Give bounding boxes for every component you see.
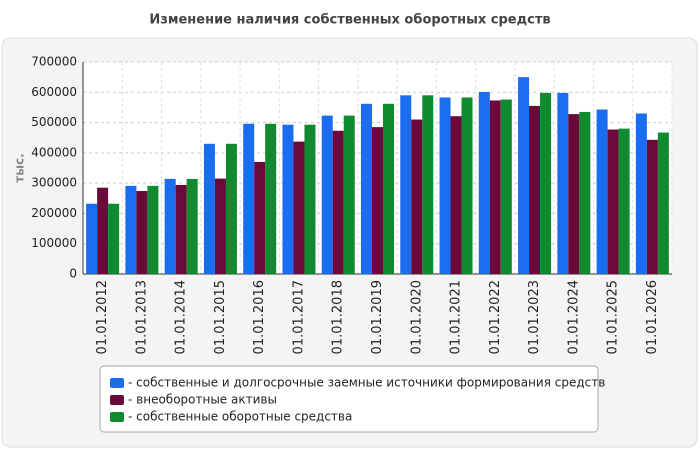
bar bbox=[203, 143, 215, 274]
bar bbox=[332, 130, 344, 274]
bar bbox=[254, 161, 266, 274]
bar bbox=[489, 100, 501, 274]
bar bbox=[265, 123, 277, 274]
bar bbox=[400, 95, 412, 274]
bar bbox=[86, 203, 98, 274]
bar bbox=[372, 127, 383, 274]
y-tick-label: 500000 bbox=[31, 115, 77, 129]
bar bbox=[596, 109, 608, 274]
bar bbox=[214, 178, 226, 274]
bar bbox=[529, 105, 541, 275]
x-tick-label: 01.01.2015 bbox=[213, 280, 228, 354]
bar bbox=[618, 128, 630, 274]
x-tick-label: 01.01.2024 bbox=[566, 280, 581, 354]
x-tick-label: 01.01.2025 bbox=[606, 280, 621, 354]
bar bbox=[97, 187, 109, 274]
bar bbox=[478, 91, 490, 275]
legend bbox=[99, 365, 599, 433]
legend-label: - внеоборотные активы bbox=[128, 393, 277, 407]
bar bbox=[361, 103, 372, 275]
y-tick-label: 700000 bbox=[31, 55, 77, 69]
x-tick-label: 01.01.2018 bbox=[331, 280, 346, 354]
bar bbox=[125, 185, 137, 274]
bar bbox=[293, 141, 305, 274]
y-tick-label: 300000 bbox=[31, 176, 77, 190]
x-tick-label: 01.01.2026 bbox=[645, 280, 660, 354]
x-tick-label: 01.01.2013 bbox=[134, 280, 149, 354]
x-tick-label: 01.01.2019 bbox=[370, 280, 385, 354]
bar bbox=[518, 77, 530, 275]
bar bbox=[439, 97, 451, 274]
bar bbox=[243, 123, 255, 274]
bar bbox=[383, 103, 394, 275]
x-tick-label: 01.01.2020 bbox=[409, 280, 424, 354]
bar bbox=[657, 132, 669, 274]
y-tick-label: 600000 bbox=[31, 85, 77, 99]
bar bbox=[282, 124, 294, 274]
bar bbox=[540, 92, 552, 275]
bar bbox=[321, 115, 333, 274]
bar bbox=[646, 139, 658, 274]
bar bbox=[304, 124, 316, 274]
x-tick-label: 01.01.2021 bbox=[449, 280, 464, 354]
bar bbox=[411, 119, 423, 275]
legend-swatch bbox=[110, 395, 124, 405]
bar bbox=[164, 178, 176, 274]
y-tick-label: 100000 bbox=[31, 236, 77, 250]
legend-label: - собственные оборотные средства bbox=[128, 410, 352, 424]
bar bbox=[422, 95, 434, 274]
y-axis-label: тыс. bbox=[13, 153, 27, 182]
bar bbox=[461, 97, 473, 274]
chart-title: Изменение наличия собственных оборотных … bbox=[149, 13, 550, 28]
legend-swatch bbox=[110, 412, 124, 422]
legend-swatch bbox=[110, 378, 124, 388]
bar bbox=[500, 99, 512, 274]
bar bbox=[108, 203, 120, 274]
bar bbox=[579, 111, 591, 274]
bar bbox=[225, 143, 237, 274]
bar bbox=[147, 185, 159, 274]
bar bbox=[343, 115, 355, 274]
bar bbox=[450, 116, 462, 274]
x-tick-label: 01.01.2012 bbox=[95, 280, 110, 354]
bar bbox=[607, 129, 619, 274]
legend-label: - собственные и долгосрочные заемные ист… bbox=[128, 376, 605, 390]
x-tick-label: 01.01.2023 bbox=[527, 280, 542, 354]
bar bbox=[136, 191, 148, 274]
bar bbox=[635, 113, 647, 274]
y-tick-label: 0 bbox=[69, 267, 77, 281]
y-tick-label: 200000 bbox=[31, 206, 77, 220]
bar bbox=[186, 178, 198, 274]
y-tick-label: 400000 bbox=[31, 145, 77, 159]
x-tick-label: 01.01.2014 bbox=[174, 280, 189, 354]
x-tick-label: 01.01.2022 bbox=[488, 280, 503, 354]
x-tick-label: 01.01.2016 bbox=[252, 280, 267, 354]
x-tick-label: 01.01.2017 bbox=[291, 280, 306, 354]
bar bbox=[175, 184, 187, 274]
bar bbox=[557, 92, 569, 275]
bar bbox=[568, 114, 580, 274]
